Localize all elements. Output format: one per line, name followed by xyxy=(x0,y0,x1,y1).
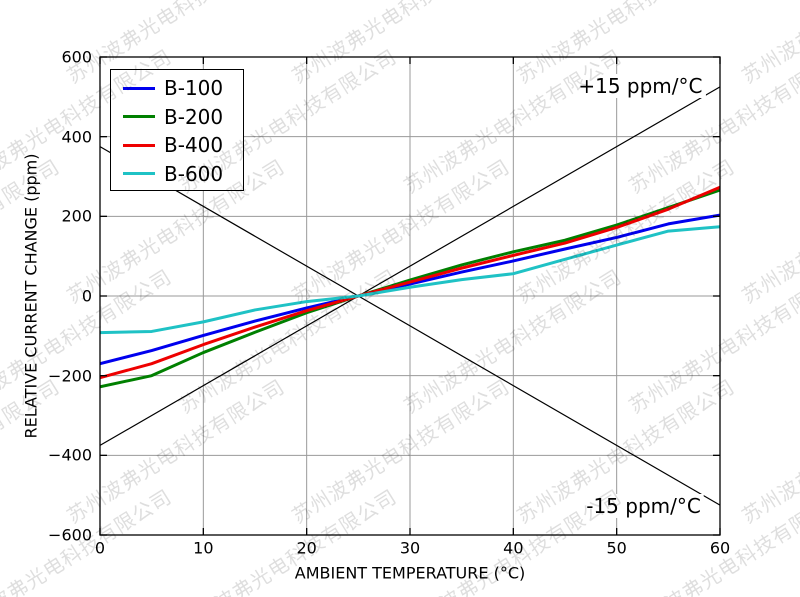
legend-item-B-100: B-100 xyxy=(111,74,243,103)
x-tick-label-30: 30 xyxy=(399,538,421,558)
legend-label-B-100: B-100 xyxy=(164,76,224,101)
reference-line xyxy=(99,86,721,446)
reference-line xyxy=(99,146,721,506)
series-line-B-200 xyxy=(100,188,720,389)
legend-swatch-B-400 xyxy=(123,143,155,147)
x-tick-label-20: 20 xyxy=(296,538,317,558)
series-line-B-100 xyxy=(100,213,720,366)
series-line-B-400 xyxy=(100,185,720,380)
y-tick-label-−600: −600 xyxy=(48,525,92,545)
legend-swatch-B-200 xyxy=(123,115,155,119)
y-tick-label-200: 200 xyxy=(61,206,92,226)
y-tick-label-400: 400 xyxy=(61,127,92,147)
legend: B-100 B-200 B-400 B-600 xyxy=(110,69,244,191)
legend-label-B-600: B-600 xyxy=(164,161,224,186)
series-group xyxy=(100,185,720,389)
annotation-plus15: +15 ppm/°C xyxy=(575,74,706,99)
legend-label-B-400: B-400 xyxy=(164,133,224,158)
x-tick-label-40: 40 xyxy=(503,538,524,558)
legend-label-B-200: B-200 xyxy=(164,104,224,129)
y-axis-title: RELATIVE CURRENT CHANGE (ppm) xyxy=(21,153,41,439)
x-tick-label-50: 50 xyxy=(606,538,627,558)
x-tick-label-0: 0 xyxy=(94,538,106,558)
x-tick-label-10: 10 xyxy=(193,538,214,558)
legend-item-B-400: B-400 xyxy=(111,131,243,160)
annotation-minus15: -15 ppm/°C xyxy=(583,494,704,519)
legend-item-B-600: B-600 xyxy=(111,160,243,189)
y-tick-label-−400: −400 xyxy=(48,445,92,465)
y-tick-label-−200: −200 xyxy=(48,366,92,386)
x-axis-title: AMBIENT TEMPERATURE (°C) xyxy=(294,563,526,583)
legend-swatch-B-100 xyxy=(123,86,155,90)
y-tick-label-600: 600 xyxy=(61,47,92,67)
legend-item-B-200: B-200 xyxy=(111,103,243,132)
legend-swatch-B-600 xyxy=(123,172,155,176)
series-line-B-600 xyxy=(100,225,720,335)
y-tick-label-0: 0 xyxy=(81,286,92,306)
x-tick-label-60: 60 xyxy=(709,538,731,558)
